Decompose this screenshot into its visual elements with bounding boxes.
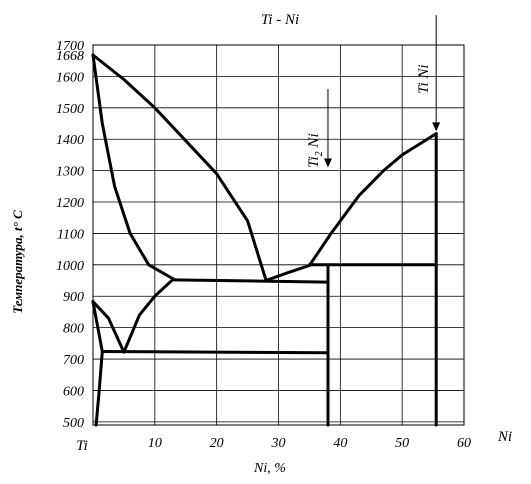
curve-liquidus-nini-rich — [264, 264, 311, 282]
x-tick-label: 50 — [395, 436, 409, 451]
curve-liquidus-ti-rich — [91, 53, 268, 282]
y-tick-label: 900 — [63, 290, 84, 305]
ti2ni-label-ti: Ti — [306, 156, 322, 168]
y-tick-label: 1500 — [56, 102, 84, 117]
x-tick-label: 40 — [333, 436, 347, 451]
x-tick-labels: 10 20 30 40 50 60 — [148, 436, 471, 451]
curve-liquidus-tini — [307, 132, 438, 267]
ti2ni-label-ni: Ni — [306, 133, 322, 151]
ti2ni-arrow-head — [323, 158, 332, 168]
y-tick-label: 1700 — [56, 39, 84, 54]
y-tick-label: 1000 — [56, 259, 84, 274]
ti2ni-label: Ti2 Ni — [306, 133, 325, 168]
chart-title: Ti - Ni — [261, 12, 299, 28]
y-tick-label: 800 — [63, 322, 84, 337]
ti2ni-label-sub: 2 — [314, 151, 325, 156]
curve-beta-transus-a — [91, 300, 104, 353]
tini-label: Ti Ni — [416, 64, 432, 94]
tini-arrow-head — [432, 122, 441, 132]
y-tick-label: 700 — [63, 353, 84, 368]
y-tick-label: 1600 — [56, 70, 84, 85]
x-tick-label: 60 — [457, 436, 471, 451]
curve-alpha-boundary — [94, 350, 104, 427]
plot-frame — [92, 44, 465, 426]
curve-solvus-beta — [122, 277, 175, 354]
y-tick-label: 1400 — [56, 133, 84, 148]
curve-beta-transus-b — [91, 300, 126, 354]
curve-eutectic-942 — [171, 278, 330, 284]
x-origin-label: Ti — [76, 438, 88, 454]
y-tick-label: 1200 — [56, 196, 84, 211]
ti2ni-annotation: Ti2 Ni — [306, 88, 332, 168]
x-end-label: Ni — [497, 429, 512, 445]
y-axis-label: Температура, t° C — [10, 210, 25, 314]
phase-boundaries — [91, 53, 438, 427]
x-tick-label: 10 — [148, 436, 162, 451]
y-tick-label: 1300 — [56, 165, 84, 180]
y-tick-label: 1668 — [56, 49, 84, 64]
y-tick-label: 1100 — [57, 227, 84, 242]
x-tick-label: 20 — [210, 436, 224, 451]
tini-annotation: Ti Ni — [416, 15, 441, 132]
y-tick-label: 500 — [63, 416, 84, 431]
x-tick-label: 30 — [271, 436, 286, 451]
curve-solidus-ti-rich — [91, 53, 175, 281]
y-tick-label: 600 — [63, 384, 84, 399]
curve-eutectoid-724 — [100, 350, 330, 355]
x-axis-label: Ni, % — [253, 461, 286, 476]
